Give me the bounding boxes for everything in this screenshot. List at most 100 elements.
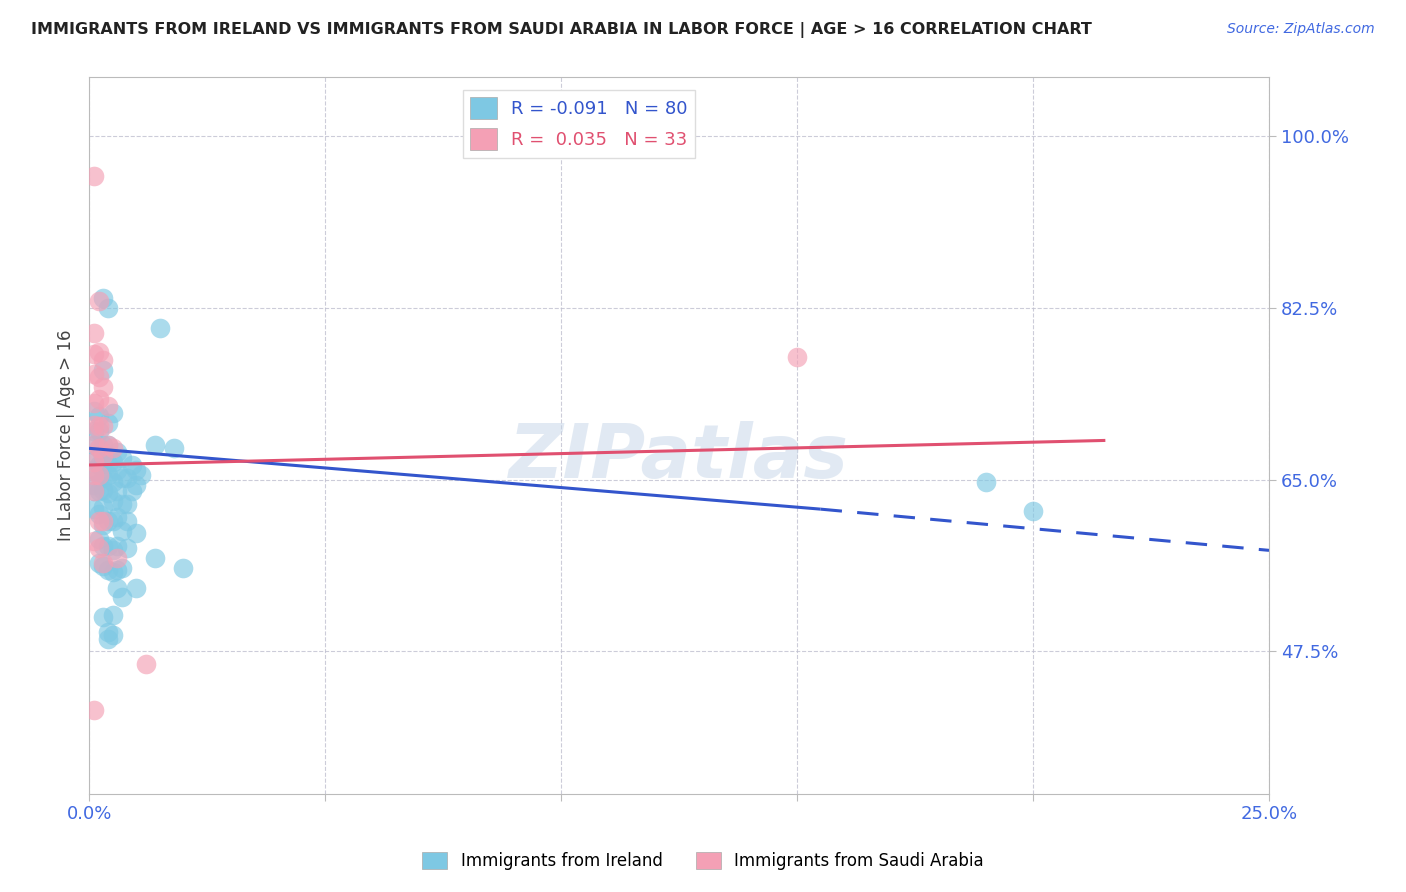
Point <box>111 471 134 485</box>
Point <box>87 532 110 546</box>
Point <box>974 475 997 489</box>
Point <box>87 484 110 499</box>
Point <box>172 561 194 575</box>
Point <box>111 591 134 605</box>
Point <box>97 438 120 452</box>
Point <box>97 632 120 646</box>
Point <box>83 533 105 548</box>
Point <box>97 514 120 528</box>
Point <box>115 514 138 528</box>
Point <box>83 467 105 482</box>
Point <box>125 525 148 540</box>
Point <box>83 437 105 451</box>
Point <box>97 457 120 471</box>
Point <box>91 500 114 515</box>
Point <box>143 551 166 566</box>
Point <box>83 347 105 361</box>
Point <box>97 301 120 315</box>
Point <box>87 541 110 556</box>
Point <box>91 438 114 452</box>
Point <box>97 540 120 554</box>
Point <box>83 169 105 183</box>
Point <box>87 507 110 521</box>
Point <box>91 517 114 532</box>
Point <box>101 494 124 508</box>
Point <box>87 458 110 472</box>
Text: IMMIGRANTS FROM IRELAND VS IMMIGRANTS FROM SAUDI ARABIA IN LABOR FORCE | AGE > 1: IMMIGRANTS FROM IRELAND VS IMMIGRANTS FR… <box>31 22 1092 38</box>
Point <box>125 477 148 491</box>
Point <box>91 610 114 624</box>
Point <box>87 345 110 359</box>
Point <box>97 486 120 500</box>
Point <box>91 556 114 570</box>
Point <box>101 608 124 623</box>
Point <box>87 294 110 309</box>
Point <box>83 424 105 438</box>
Point <box>111 497 134 511</box>
Point <box>83 463 105 477</box>
Point <box>101 543 124 558</box>
Point <box>111 451 134 466</box>
Point <box>1022 504 1045 518</box>
Point <box>105 463 128 477</box>
Point <box>83 438 105 452</box>
Point <box>97 467 120 482</box>
Point <box>83 367 105 381</box>
Text: ZIPatlas: ZIPatlas <box>509 420 849 493</box>
Point <box>115 471 138 485</box>
Point <box>101 565 124 579</box>
Point <box>83 396 105 410</box>
Point <box>91 418 114 433</box>
Point <box>83 477 105 491</box>
Point <box>111 524 134 538</box>
Point <box>87 424 110 438</box>
Point <box>143 438 166 452</box>
Point <box>91 379 114 393</box>
Point <box>83 404 105 418</box>
Legend: Immigrants from Ireland, Immigrants from Saudi Arabia: Immigrants from Ireland, Immigrants from… <box>416 845 990 877</box>
Point <box>105 563 128 577</box>
Point <box>115 497 138 511</box>
Point <box>91 363 114 377</box>
Point <box>83 484 105 499</box>
Point <box>91 455 114 469</box>
Point <box>97 438 120 452</box>
Point <box>125 463 148 477</box>
Point <box>87 369 110 384</box>
Point <box>163 442 186 456</box>
Point <box>83 703 105 717</box>
Point <box>91 471 114 485</box>
Point <box>83 417 105 432</box>
Y-axis label: In Labor Force | Age > 16: In Labor Force | Age > 16 <box>58 330 75 541</box>
Point <box>83 502 105 516</box>
Point <box>91 559 114 574</box>
Text: Source: ZipAtlas.com: Source: ZipAtlas.com <box>1227 22 1375 37</box>
Point <box>105 445 128 459</box>
Point <box>135 657 157 672</box>
Point <box>91 448 114 462</box>
Point <box>121 458 143 472</box>
Point <box>149 320 172 334</box>
Point <box>87 514 110 528</box>
Point <box>97 399 120 413</box>
Point <box>97 563 120 577</box>
Point <box>121 484 143 499</box>
Point <box>91 483 114 497</box>
Legend: R = -0.091   N = 80, R =  0.035   N = 33: R = -0.091 N = 80, R = 0.035 N = 33 <box>463 90 695 158</box>
Point <box>101 442 124 456</box>
Point <box>83 484 105 499</box>
Point <box>101 514 124 528</box>
Point <box>101 628 124 642</box>
Point <box>83 453 105 467</box>
Point <box>786 350 808 364</box>
Point <box>87 442 110 456</box>
Point <box>105 510 128 524</box>
Point <box>91 291 114 305</box>
Point <box>129 467 152 482</box>
Point <box>105 540 128 554</box>
Point <box>87 392 110 407</box>
Point <box>87 418 110 433</box>
Point <box>101 406 124 420</box>
Point <box>87 467 110 482</box>
Point <box>87 467 110 482</box>
